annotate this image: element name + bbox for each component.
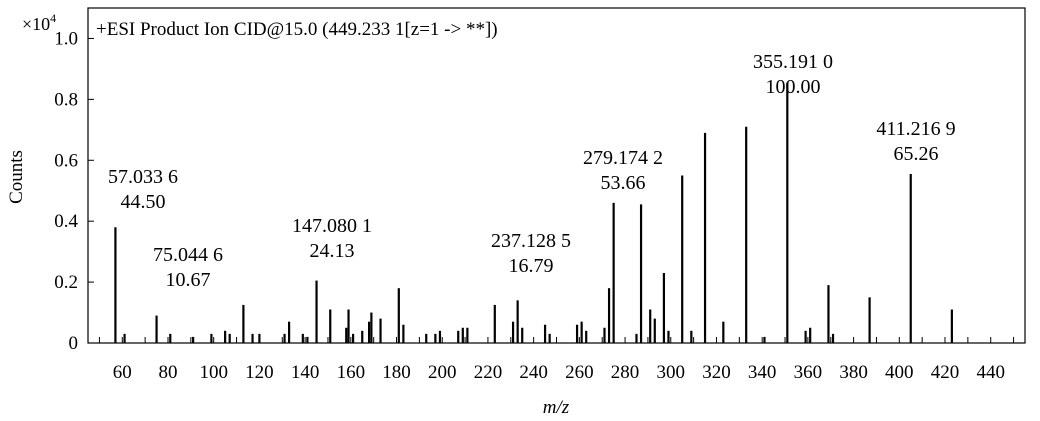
peak-mz-label: 355.191 0	[753, 51, 833, 73]
peak-relative-abundance-label: 53.66	[601, 172, 646, 194]
x-axis-ticks: 60 80 100 120 140 160 180 200 220 240 260 280 300 320…	[98, 337, 1015, 383]
x-tick-label: 420	[931, 362, 960, 383]
x-tick-label: 360	[794, 362, 823, 383]
y-multiplier-label: ×104	[22, 11, 56, 34]
spectrum-peaks	[114, 82, 953, 343]
x-tick-label: 200	[428, 362, 457, 383]
y-tick-label: 0.4	[54, 211, 78, 232]
x-tick-label: 300	[657, 362, 686, 383]
x-tick-label: 400	[885, 362, 914, 383]
peak-relative-abundance-label: 100.00	[766, 76, 821, 98]
peak-mz-label: 57.033 6	[108, 166, 178, 188]
x-tick-label: 340	[748, 362, 777, 383]
x-tick-label: 260	[565, 362, 594, 383]
peak-mz-label: 75.044 6	[153, 244, 223, 266]
peak-relative-abundance-label: 44.50	[121, 191, 166, 213]
peak-mz-label: 237.128 5	[491, 230, 571, 252]
peak-mz-label: 147.080 1	[292, 215, 372, 237]
x-tick-label: 120	[245, 362, 274, 383]
x-tick-label: 440	[976, 362, 1005, 383]
y-tick-label: 0.8	[54, 89, 78, 110]
peak-annotations: 57.033 6 44.50 75.044 6 10.67 147.080 1 24.13…	[108, 51, 956, 291]
y-tick-label: 1.0	[54, 28, 78, 49]
x-tick-label: 100	[199, 362, 228, 383]
peak-mz-label: 279.174 2	[583, 147, 663, 169]
y-tick-label: 0.6	[54, 150, 78, 171]
x-tick-label: 160	[337, 362, 366, 383]
y-axis-label: Counts	[6, 150, 27, 204]
chart-title: +ESI Product Ion CID@15.0 (449.233 1[z=1…	[96, 19, 498, 40]
x-tick-label: 240	[519, 362, 548, 383]
x-tick-label: 280	[611, 362, 640, 383]
x-tick-label: 380	[839, 362, 868, 383]
x-tick-label: 180	[382, 362, 411, 383]
peak-mz-label: 411.216 9	[876, 118, 955, 140]
y-tick-label: 0	[69, 333, 79, 354]
peak-relative-abundance-label: 65.26	[894, 143, 939, 165]
y-tick-label: 0.2	[54, 272, 78, 293]
y-axis-ticks: 0 0.2 0.4 0.6 0.8 1.0	[54, 28, 94, 354]
x-tick-label: 320	[702, 362, 731, 383]
x-axis-label: m/z	[543, 397, 570, 418]
peak-relative-abundance-label: 16.79	[509, 255, 554, 277]
x-tick-label: 80	[158, 362, 177, 383]
x-tick-label: 60	[113, 362, 132, 383]
plot-area-frame	[87, 7, 1026, 344]
peak-relative-abundance-label: 10.67	[166, 269, 211, 291]
peak-relative-abundance-label: 24.13	[310, 240, 355, 262]
y-multiplier-exponent: 4	[50, 11, 56, 25]
x-tick-label: 220	[474, 362, 503, 383]
x-tick-label: 140	[291, 362, 320, 383]
